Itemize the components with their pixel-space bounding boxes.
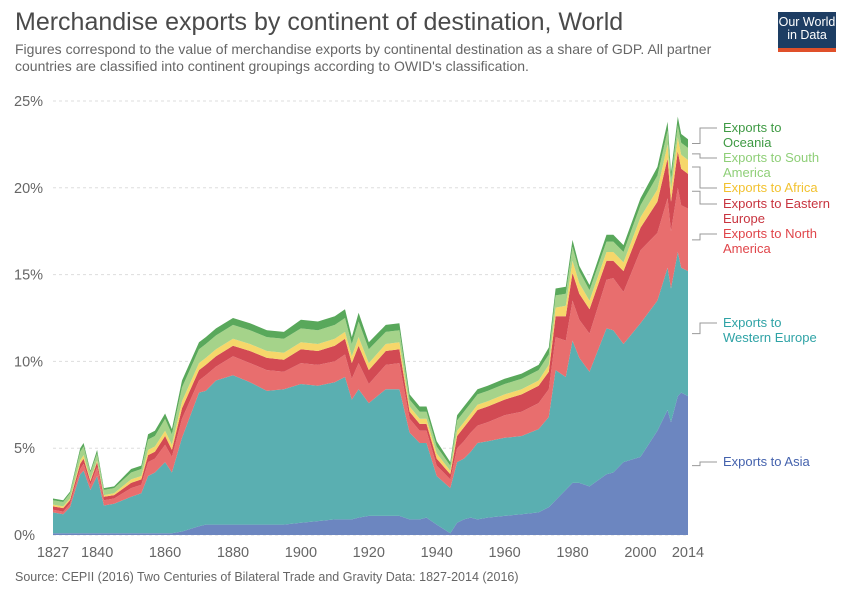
logo-line-2: in Data (787, 28, 827, 42)
y-tick-label: 5% (14, 441, 35, 457)
legend-label[interactable]: Europe (723, 211, 765, 226)
area-exports-to-asia[interactable] (53, 392, 688, 535)
legend-label[interactable]: Exports to Asia (723, 454, 810, 469)
source-note: Source: CEPII (2016) Two Centuries of Bi… (15, 570, 519, 584)
legend-connector (692, 127, 717, 144)
y-axis-ticks: 0% 5% 10% 15% 20% 25% (14, 94, 43, 544)
logo-line-1: Our World (778, 15, 836, 29)
x-tick-label: 1900 (285, 545, 317, 561)
legend-connector (692, 166, 717, 189)
legend-label[interactable]: Western Europe (723, 330, 817, 345)
x-tick-label: 1940 (421, 545, 453, 561)
legend-label[interactable]: Exports to (723, 120, 782, 135)
logo-accent-bar (778, 48, 836, 52)
x-tick-label: 2000 (624, 545, 656, 561)
y-tick-label: 15% (14, 268, 43, 284)
y-tick-label: 25% (14, 94, 43, 110)
owid-logo[interactable]: Our World in Data (778, 12, 836, 52)
x-tick-label: 1980 (556, 545, 588, 561)
legend-label[interactable]: Exports to (723, 315, 782, 330)
legend-label[interactable]: Exports to North (723, 226, 817, 241)
x-tick-label: 1920 (353, 545, 385, 561)
x-tick-label: 1827 (37, 545, 69, 561)
x-tick-label: 1860 (149, 545, 181, 561)
legend-connector (692, 322, 717, 335)
legend-connector (692, 190, 717, 205)
y-tick-label: 20% (14, 181, 43, 197)
x-axis-ticks: 1827 1840 1860 1880 1900 1920 1940 1960 1980 2000… (37, 545, 704, 561)
legend-label[interactable]: Exports to Africa (723, 180, 818, 195)
legend-label[interactable]: America (723, 165, 771, 180)
legend-label[interactable]: Oceania (723, 135, 772, 150)
legend-connector (692, 461, 717, 467)
legend-label[interactable]: America (723, 241, 771, 256)
area-exports-to-western-europe[interactable] (53, 252, 688, 534)
x-tick-label: 1840 (81, 545, 113, 561)
legend-connector (692, 233, 717, 241)
x-tick-label: 2014 (672, 545, 704, 561)
chart-title: Merchandise exports by continent of dest… (15, 8, 624, 36)
legend-connector (692, 153, 717, 159)
legend-label[interactable]: Exports to Eastern (723, 196, 830, 211)
y-tick-label: 10% (14, 354, 43, 370)
x-tick-label: 1960 (488, 545, 520, 561)
legend-label[interactable]: Exports to South (723, 150, 819, 165)
area-exports-to-eastern-europe[interactable] (53, 151, 688, 512)
area-series (53, 116, 688, 535)
chart-subtitle: Figures correspond to the value of merch… (15, 41, 712, 74)
x-tick-label: 1880 (217, 545, 249, 561)
area-exports-to-north-america[interactable] (53, 187, 688, 515)
y-tick-label: 0% (14, 528, 35, 544)
